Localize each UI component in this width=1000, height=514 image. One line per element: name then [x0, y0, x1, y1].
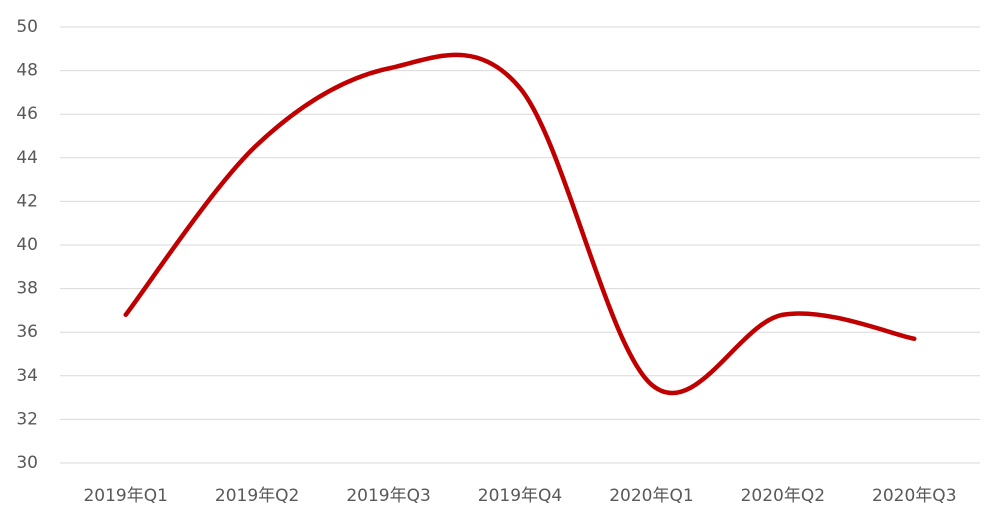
y-tick-label: 50: [16, 17, 38, 37]
x-tick-label: 2019年Q3: [346, 486, 430, 506]
x-tick-label: 2019年Q1: [83, 486, 167, 506]
y-tick-label: 48: [16, 61, 38, 81]
y-tick-label: 32: [16, 409, 38, 429]
x-tick-label: 2020年Q2: [741, 486, 825, 506]
x-tick-label: 2019年Q4: [478, 486, 562, 506]
y-tick-label: 36: [16, 322, 38, 342]
y-tick-label: 40: [16, 235, 38, 255]
line: [123, 52, 917, 396]
x-tick-label: 2019年Q2: [215, 486, 299, 506]
y-tick-label: 30: [16, 453, 38, 473]
y-tick-label: 46: [16, 104, 38, 124]
y-tick-label: 34: [16, 366, 38, 386]
y-tick-label: 42: [16, 191, 38, 211]
y-tick-label: 38: [16, 279, 38, 299]
x-tick-label: 2020年Q1: [609, 486, 693, 506]
y-tick-label: 44: [16, 148, 38, 168]
x-tick-label: 2020年Q3: [872, 486, 956, 506]
